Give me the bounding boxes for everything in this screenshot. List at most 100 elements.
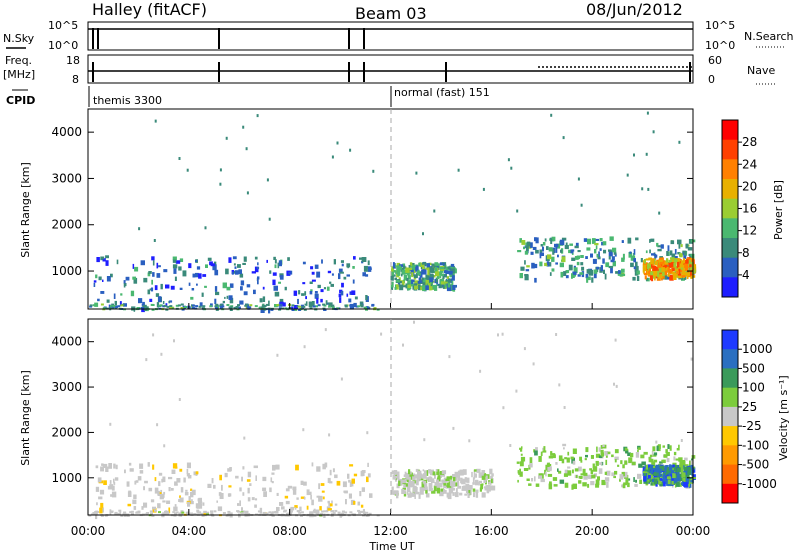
echo-mark xyxy=(268,511,272,514)
echo-mark xyxy=(516,209,519,213)
echo-mark xyxy=(174,512,178,515)
echo-mark xyxy=(452,426,455,430)
echo-mark xyxy=(198,501,201,505)
echo-mark xyxy=(243,256,247,262)
echo-mark xyxy=(621,471,625,477)
echo-mark xyxy=(418,272,421,276)
echo-mark xyxy=(323,510,327,513)
echo-mark xyxy=(418,262,421,267)
echo-mark xyxy=(358,511,362,514)
echo-mark xyxy=(526,265,530,268)
echo-mark xyxy=(573,265,576,269)
echo-mark xyxy=(401,285,406,288)
echo-mark xyxy=(652,130,655,134)
echo-mark xyxy=(659,261,664,265)
echo-mark xyxy=(647,464,651,470)
echo-mark xyxy=(327,500,330,504)
echo-mark xyxy=(548,247,553,252)
echo-mark xyxy=(459,492,463,496)
echo-mark xyxy=(421,269,423,275)
echo-mark xyxy=(515,389,518,393)
echo-mark xyxy=(174,481,178,486)
echo-mark xyxy=(422,264,425,270)
echo-mark xyxy=(403,484,406,488)
colorbar-swatch xyxy=(722,238,738,259)
echo-mark xyxy=(403,490,406,494)
echo-mark xyxy=(327,508,332,511)
echo-mark xyxy=(664,263,668,267)
echo-mark xyxy=(112,305,116,307)
cpid-segment-1: themis 3300 xyxy=(93,94,162,107)
echo-mark xyxy=(562,136,565,140)
echo-mark xyxy=(92,304,96,307)
echo-mark xyxy=(139,470,144,474)
echo-mark xyxy=(517,470,520,474)
echo-mark xyxy=(336,307,340,310)
echo-mark xyxy=(648,475,651,479)
echo-mark xyxy=(334,503,338,506)
echo-mark xyxy=(340,290,344,296)
echo-mark xyxy=(542,450,547,453)
echo-mark xyxy=(369,267,372,270)
echo-mark xyxy=(680,267,684,270)
echo-mark xyxy=(255,475,257,481)
echo-mark xyxy=(431,478,435,481)
echo-mark xyxy=(161,478,164,483)
echo-mark xyxy=(519,471,523,477)
echo-mark xyxy=(667,479,671,485)
echo-mark xyxy=(201,514,205,517)
echo-mark xyxy=(247,487,250,494)
echo-mark xyxy=(133,494,137,499)
echo-mark xyxy=(620,460,623,465)
echo-mark xyxy=(442,262,445,267)
echo-mark xyxy=(539,249,543,255)
echo-mark xyxy=(373,307,377,310)
echo-mark xyxy=(329,503,333,507)
echo-mark xyxy=(422,268,427,275)
echo-mark xyxy=(628,252,632,258)
echo-mark xyxy=(180,487,184,493)
echo-mark xyxy=(613,475,616,479)
echo-mark xyxy=(359,301,364,305)
echo-mark xyxy=(660,273,663,279)
echo-mark xyxy=(598,468,603,474)
echo-mark xyxy=(429,274,434,280)
echo-mark xyxy=(610,259,615,263)
echo-mark xyxy=(673,478,678,483)
echo-mark xyxy=(673,256,678,259)
echo-mark xyxy=(546,246,549,250)
echo-mark xyxy=(119,301,122,307)
echo-mark xyxy=(95,511,99,513)
echo-mark xyxy=(676,474,680,479)
echo-mark xyxy=(329,469,332,476)
echo-mark xyxy=(502,406,505,410)
echo-mark xyxy=(558,455,563,461)
echo-mark xyxy=(583,472,586,476)
echo-mark xyxy=(649,454,653,457)
echo-mark xyxy=(279,502,284,506)
echo-mark xyxy=(446,276,449,279)
echo-mark xyxy=(403,474,408,478)
echo-mark xyxy=(100,514,104,517)
echo-mark xyxy=(150,303,154,306)
echo-mark xyxy=(396,265,402,270)
echo-mark xyxy=(662,459,666,463)
echo-mark xyxy=(305,301,308,306)
echo-mark xyxy=(684,482,689,488)
echo-mark xyxy=(150,499,155,503)
echo-mark xyxy=(454,492,459,498)
echo-mark xyxy=(646,472,649,478)
echo-mark xyxy=(688,482,692,488)
echo-mark xyxy=(351,290,356,295)
echo-mark xyxy=(331,510,334,513)
echo-mark xyxy=(534,263,538,269)
echo-mark xyxy=(666,480,669,486)
echo-mark xyxy=(102,259,105,262)
echo-mark xyxy=(473,469,477,472)
echo-mark xyxy=(600,449,604,455)
echo-mark xyxy=(128,462,132,466)
echo-mark xyxy=(198,511,202,514)
echo-mark xyxy=(594,243,599,246)
echo-mark xyxy=(671,470,674,475)
echo-mark xyxy=(262,511,266,514)
